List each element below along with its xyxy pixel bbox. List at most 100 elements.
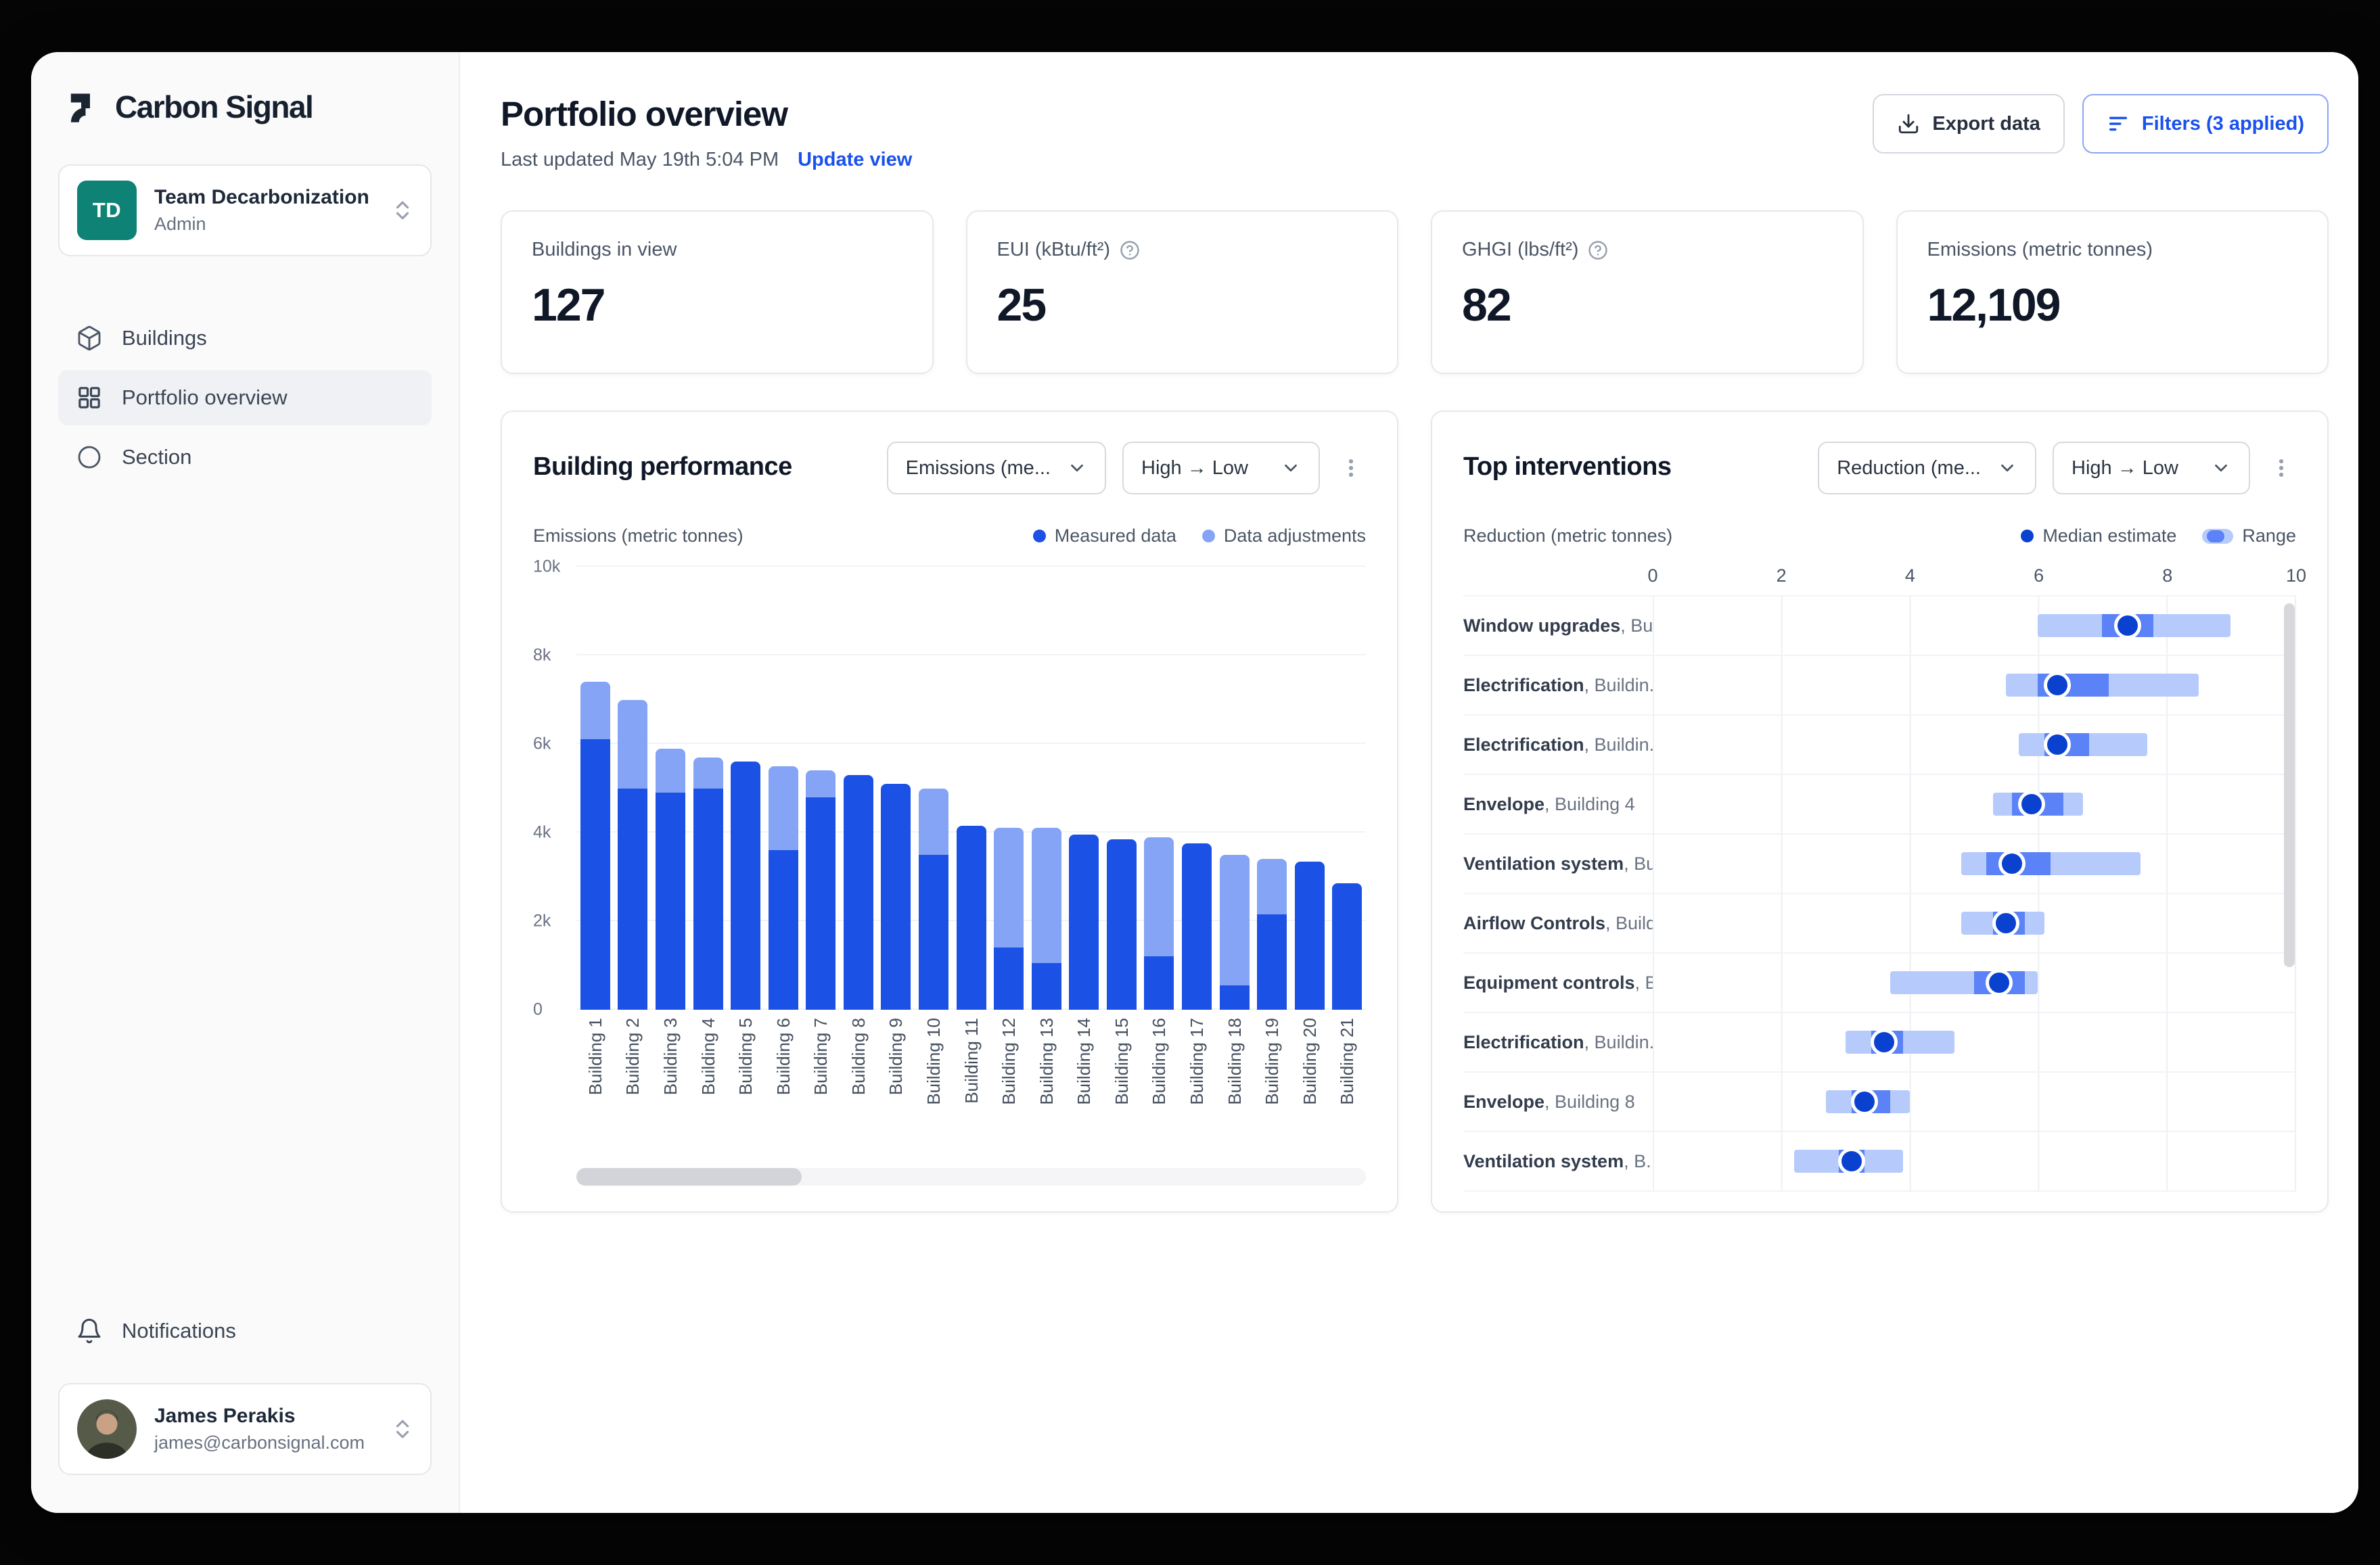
bar-segment-measured[interactable] [956,826,986,1010]
bar-segment-measured[interactable] [1257,914,1287,1010]
bar-building-1[interactable] [580,567,610,1010]
bar-building-17[interactable] [1182,567,1212,1010]
more-options-button[interactable] [2266,442,2296,494]
bar-segment-adjustments[interactable] [1219,854,1250,985]
team-selector[interactable]: TD Team Decarbonization Admin [58,164,432,256]
median-dot[interactable] [1870,1029,1898,1056]
bar-segment-measured[interactable] [1144,956,1174,1010]
user-name: James Perakis [154,1405,296,1427]
bar-segment-adjustments[interactable] [1144,837,1174,957]
bar-segment-adjustments[interactable] [918,788,948,855]
bar-building-4[interactable] [693,567,723,1010]
bar-segment-measured[interactable] [881,783,911,1010]
median-dot[interactable] [2043,731,2071,758]
bar-segment-measured[interactable] [1332,883,1363,1010]
bar-segment-measured[interactable] [768,850,798,1010]
bar-building-3[interactable] [655,567,685,1010]
user-menu[interactable]: James Perakis james@carbonsignal.com [58,1383,432,1475]
more-options-button[interactable] [1336,442,1366,494]
sort-dropdown[interactable]: High → Low [1122,442,1320,494]
bar-building-9[interactable] [881,567,911,1010]
bar-segment-adjustments[interactable] [1257,859,1287,915]
bar-building-5[interactable] [731,567,761,1010]
page-title: Portfolio overview [501,95,788,133]
bar-building-12[interactable] [994,567,1024,1010]
bar-segment-adjustments[interactable] [580,682,610,740]
bar-segment-measured[interactable] [1069,835,1099,1010]
median-dot[interactable] [2043,672,2071,699]
filters-button[interactable]: Filters (3 applied) [2082,94,2329,154]
cube-icon [76,325,103,352]
stat-label: GHGI (lbs/ft²) [1462,239,1579,260]
median-dot[interactable] [1838,1148,1866,1175]
median-dot[interactable] [2017,791,2045,818]
bar-segment-measured[interactable] [1031,963,1061,1010]
bar-building-18[interactable] [1219,567,1250,1010]
x-tick-label: Building 11 [961,1018,982,1104]
bar-building-14[interactable] [1069,567,1099,1010]
sidebar-item-section[interactable]: Section [58,429,432,485]
bar-segment-measured[interactable] [1106,839,1137,1010]
bar-segment-adjustments[interactable] [618,699,648,789]
page-header: Portfolio overview Last updated May 19th… [501,94,2329,171]
bar-building-2[interactable] [618,567,648,1010]
bar-building-15[interactable] [1106,567,1137,1010]
bar-segment-measured[interactable] [1219,985,1250,1010]
bar-building-19[interactable] [1257,567,1287,1010]
median-dot[interactable] [1851,1088,1879,1115]
bar-segment-adjustments[interactable] [1031,828,1061,964]
vertical-scrollbar-thumb[interactable] [2284,603,2295,968]
bar-segment-measured[interactable] [843,774,873,1010]
sidebar-item-label: Section [122,445,192,469]
bar-segment-measured[interactable] [1294,861,1325,1010]
bar-segment-adjustments[interactable] [693,757,723,789]
bar-building-7[interactable] [806,567,836,1010]
sidebar-item-buildings[interactable]: Buildings [58,310,432,366]
bar-segment-adjustments[interactable] [768,766,798,851]
median-dot[interactable] [1986,969,2013,996]
logo: Carbon Signal [64,89,432,125]
update-view-link[interactable]: Update view [798,149,913,170]
bar-segment-measured[interactable] [655,793,685,1010]
bar-segment-measured[interactable] [918,854,948,1010]
bar-segment-measured[interactable] [731,762,761,1010]
metric-dropdown[interactable]: Reduction (me... [1818,442,2036,494]
bar-segment-measured[interactable] [580,739,610,1010]
sidebar-item-portfolio-overview[interactable]: Portfolio overview [58,370,432,425]
export-data-button[interactable]: Export data [1873,94,2065,154]
median-dot[interactable] [1998,850,2026,877]
horizontal-scrollbar-thumb[interactable] [576,1168,802,1186]
sort-dropdown[interactable]: High → Low [2053,442,2250,494]
horizontal-scrollbar[interactable] [576,1168,1366,1186]
bar-building-10[interactable] [918,567,948,1010]
bar-building-6[interactable] [768,567,798,1010]
bar-segment-measured[interactable] [994,948,1024,1010]
gridline [576,654,1366,655]
top-interventions-title: Top interventions [1463,452,1672,481]
filters-label: Filters (3 applied) [2141,112,2304,135]
bar-building-13[interactable] [1031,567,1061,1010]
bar-building-21[interactable] [1332,567,1363,1010]
help-circle-icon[interactable] [1120,240,1140,260]
bar-segment-adjustments[interactable] [806,770,836,797]
bar-segment-measured[interactable] [618,788,648,1010]
team-name: Team Decarbonization [154,186,369,208]
bar-building-11[interactable] [956,567,986,1010]
bar-segment-measured[interactable] [693,788,723,1010]
help-circle-icon[interactable] [1588,240,1608,260]
metric-dropdown[interactable]: Emissions (me... [886,442,1106,494]
bar-segment-adjustments[interactable] [655,748,685,793]
notifications-label: Notifications [122,1319,236,1342]
bar-segment-measured[interactable] [806,797,836,1010]
bar-building-8[interactable] [843,567,873,1010]
bar-building-16[interactable] [1144,567,1174,1010]
bar-segment-adjustments[interactable] [994,828,1024,948]
bar-chart-bars [576,567,1366,1010]
user-email: james@carbonsignal.com [154,1432,365,1453]
vertical-scrollbar[interactable] [2284,601,2295,1188]
median-dot[interactable] [1992,910,2019,937]
notifications-button[interactable]: Notifications [58,1303,432,1359]
median-dot[interactable] [2114,612,2142,639]
bar-building-20[interactable] [1294,567,1325,1010]
bar-segment-measured[interactable] [1182,843,1212,1010]
